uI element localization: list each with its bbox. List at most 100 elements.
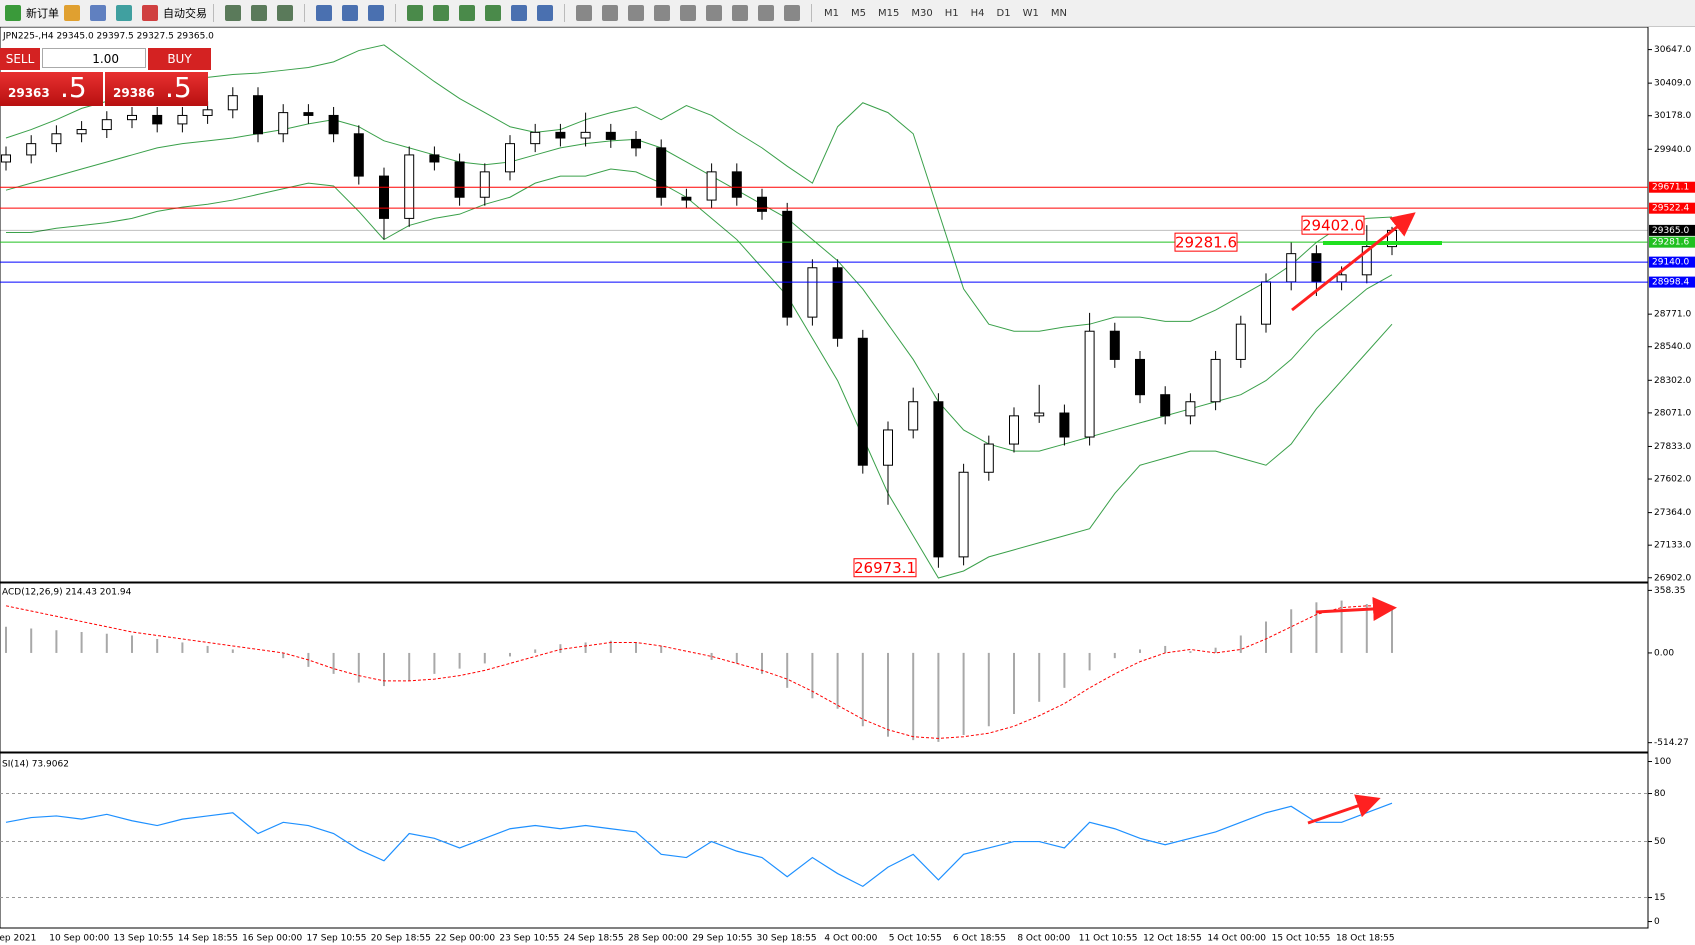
icon[interactable] <box>628 5 644 21</box>
main-frame <box>0 26 1649 583</box>
macd-arrow <box>1315 596 1397 621</box>
icon[interactable] <box>342 5 358 21</box>
icon[interactable] <box>277 5 293 21</box>
candle-body <box>101 119 112 131</box>
candle-body <box>958 471 969 558</box>
icon[interactable] <box>758 5 774 21</box>
toolbar: 新订单 自动交易 M1 M5 M15 M30 H1 H4 D1 W1 MN <box>0 0 1695 27</box>
y-tick-label: 100 <box>1654 757 1671 767</box>
icon[interactable] <box>784 5 800 21</box>
annotation-box <box>853 558 917 578</box>
icon[interactable] <box>251 5 267 21</box>
candle-body <box>1109 330 1120 360</box>
candle-body <box>731 171 742 198</box>
icon[interactable] <box>5 5 21 21</box>
timeframe-button[interactable]: M1 <box>824 7 839 19</box>
icon[interactable] <box>706 5 722 21</box>
macd-signal <box>5 605 1392 739</box>
annotation: 29281.6 <box>1175 234 1237 252</box>
y-tick-label: 30178.0 <box>1654 111 1691 121</box>
timeframe-button[interactable]: M30 <box>911 7 933 19</box>
candle-body <box>1009 415 1019 445</box>
icon[interactable] <box>511 5 527 21</box>
x-tick-label: 16 Sep 00:00 <box>242 934 302 944</box>
bid-price: 29363 <box>8 86 50 100</box>
y-tick-label: 50 <box>1654 837 1666 847</box>
candle-body <box>1 154 11 163</box>
candle-body <box>1361 246 1372 276</box>
candle-body <box>1160 394 1171 417</box>
candle-body <box>706 171 717 201</box>
y-tick-label: 27602.0 <box>1654 475 1691 485</box>
one-click-panel: SELL 1.00 BUY 29363 .5 29386 .5 <box>0 48 211 106</box>
candle-body <box>127 114 137 121</box>
candle-body <box>555 131 566 139</box>
x-tick-label: 23 Sep 10:55 <box>499 934 559 944</box>
candle-body <box>1034 412 1045 417</box>
candle-body <box>782 210 793 318</box>
timeframe-button[interactable]: M15 <box>878 7 900 19</box>
icon[interactable] <box>654 5 670 21</box>
y-tick-label: 0.00 <box>1654 648 1674 658</box>
icon[interactable] <box>433 5 449 21</box>
separator <box>304 4 305 22</box>
new-order-button[interactable]: 新订单 <box>26 7 59 20</box>
candle-body <box>1336 274 1347 283</box>
candle-body <box>1261 281 1271 325</box>
candle-body <box>227 95 238 111</box>
macd-frame <box>0 582 1649 753</box>
auto-trading-button[interactable]: 自动交易 <box>163 7 207 20</box>
candle-body <box>908 401 919 431</box>
candle-body <box>883 429 893 466</box>
timeframe-button[interactable]: MN <box>1050 7 1067 19</box>
candle-body <box>505 143 515 173</box>
x-tick-label: 11 Oct 10:55 <box>1079 934 1138 944</box>
bollinger-middle <box>5 119 1393 452</box>
icon[interactable] <box>316 5 332 21</box>
candle-body <box>1286 253 1297 283</box>
buy-button[interactable]: BUY <box>148 48 211 70</box>
icon[interactable] <box>368 5 384 21</box>
y-tick-label: 15 <box>1654 893 1665 903</box>
icon[interactable] <box>576 5 592 21</box>
sell-button[interactable]: SELL <box>0 48 40 70</box>
level-label: 29365.0 <box>1652 226 1689 236</box>
timeframe-button[interactable]: H1 <box>944 7 959 19</box>
candle-body <box>807 267 818 318</box>
candle-body <box>857 337 868 466</box>
lot-input[interactable]: 1.00 <box>42 48 146 68</box>
x-tick-label: 8 Oct 00:00 <box>1017 934 1070 944</box>
timeframe-button[interactable]: M5 <box>851 7 866 19</box>
ask-box[interactable]: 29386 .5 <box>105 71 208 106</box>
x-tick-label: 24 Sep 18:55 <box>564 934 624 944</box>
separator <box>395 4 396 22</box>
timeframe-button[interactable]: W1 <box>1022 7 1039 19</box>
bollinger-upper <box>5 44 1393 332</box>
candle-body <box>152 114 163 125</box>
level-tag <box>1649 202 1695 214</box>
icon[interactable] <box>142 5 158 21</box>
icon[interactable] <box>459 5 475 21</box>
icon[interactable] <box>485 5 501 21</box>
candle-body <box>1235 323 1246 360</box>
plot-layer: 30647.0 30409.0 30178.0 29940.0 28771.0 28540… <box>0 44 1695 944</box>
icon[interactable] <box>116 5 132 21</box>
icon[interactable] <box>64 5 80 21</box>
x-tick-label: 17 Sep 10:55 <box>306 934 366 944</box>
timeframe-button[interactable]: D1 <box>996 7 1011 19</box>
icon[interactable] <box>732 5 748 21</box>
candle-body <box>656 147 667 198</box>
rsi-line <box>5 802 1393 888</box>
icon[interactable] <box>602 5 618 21</box>
icon[interactable] <box>407 5 423 21</box>
icon[interactable] <box>537 5 553 21</box>
y-tick-label: 28540.0 <box>1654 342 1691 352</box>
candle-body <box>379 175 389 219</box>
bid-box[interactable]: 29363 .5 <box>0 71 103 106</box>
icon[interactable] <box>90 5 106 21</box>
icon[interactable] <box>680 5 696 21</box>
icon[interactable] <box>225 5 241 21</box>
timeframe-button[interactable]: H4 <box>970 7 985 19</box>
y-tick-label: 27833.0 <box>1654 442 1691 452</box>
